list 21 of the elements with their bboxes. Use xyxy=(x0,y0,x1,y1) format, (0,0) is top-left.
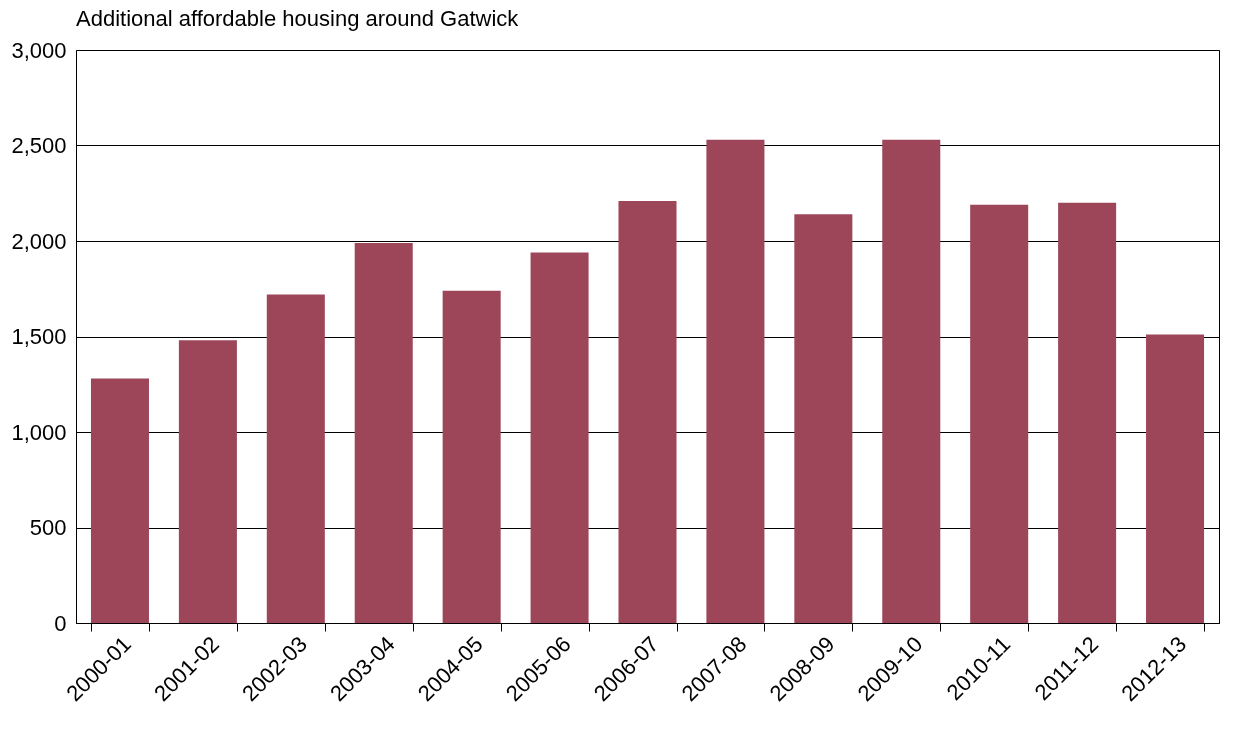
bar xyxy=(970,204,1029,623)
bar xyxy=(1058,202,1117,623)
y-tick-label: 1,000 xyxy=(11,419,67,445)
y-tick-label: 3,000 xyxy=(11,37,67,63)
bar xyxy=(794,214,853,623)
y-tick-label: 500 xyxy=(29,515,67,540)
chart-title: Additional affordable housing around Gatwick xyxy=(76,6,520,31)
y-tick-label: 2,500 xyxy=(11,133,67,158)
bar xyxy=(178,340,237,623)
bar xyxy=(354,242,413,623)
bar xyxy=(266,294,325,623)
bar xyxy=(882,139,941,623)
bar xyxy=(706,139,765,623)
bar xyxy=(442,290,501,623)
bar xyxy=(90,378,149,623)
y-tick-label: 0 xyxy=(54,610,67,636)
y-tick-label: 2,000 xyxy=(11,228,67,254)
bar xyxy=(1146,334,1205,623)
bar xyxy=(618,200,677,623)
bar xyxy=(530,252,589,623)
y-tick-label: 1,500 xyxy=(11,324,67,349)
